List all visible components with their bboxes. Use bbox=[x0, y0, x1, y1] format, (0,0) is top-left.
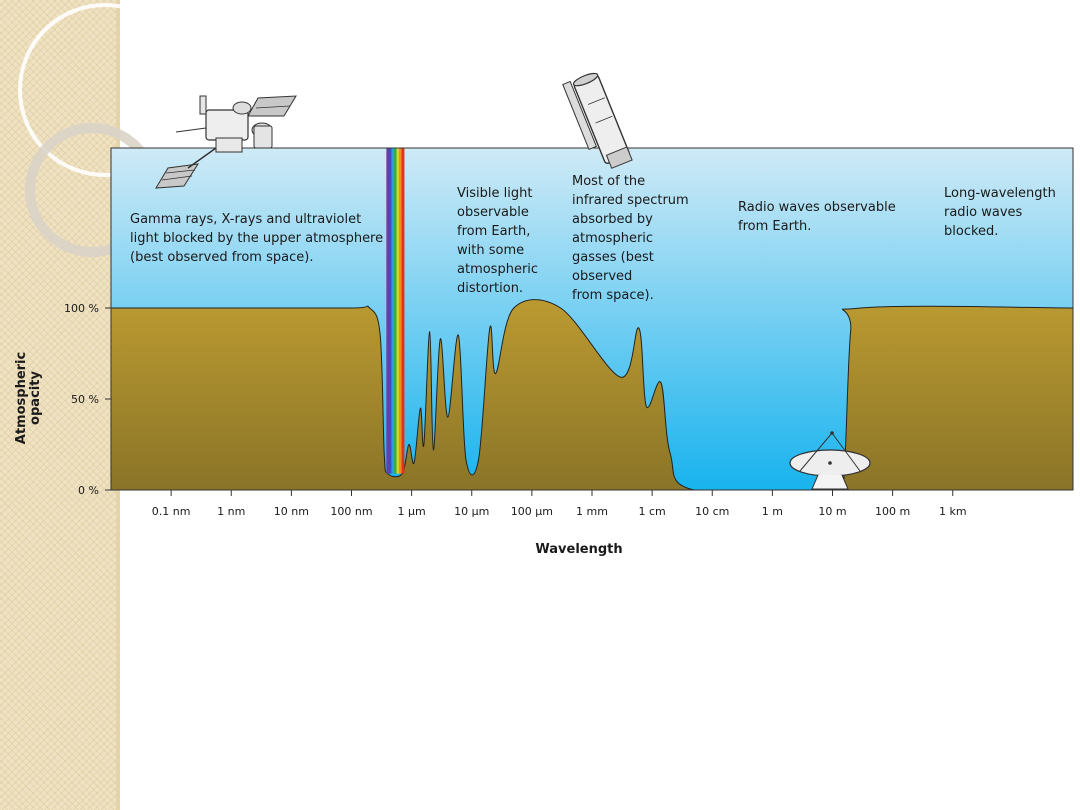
x-tick-label: 1 km bbox=[939, 505, 967, 518]
annotation-line: from Earth. bbox=[738, 219, 811, 234]
space-telescope-icon bbox=[562, 72, 633, 169]
visible-band-stripe bbox=[399, 148, 402, 474]
visible-band-stripe bbox=[386, 148, 390, 474]
visible-band-stripe bbox=[391, 148, 395, 474]
x-tick-label: 0.1 nm bbox=[152, 505, 191, 518]
x-tick-label: 100 nm bbox=[330, 505, 372, 518]
x-tick-label: 10 cm bbox=[695, 505, 729, 518]
annotation-text: Long-wavelength radio waves blocked. bbox=[944, 186, 1056, 239]
x-tick-label: 10 µm bbox=[454, 505, 489, 518]
annotation-line: observed bbox=[572, 269, 632, 284]
icons-group bbox=[155, 72, 871, 490]
visible-band-stripe bbox=[393, 148, 397, 474]
annotation-text: Most of the infrared spectrum absorbed by a… bbox=[572, 174, 689, 303]
annotation-line: radio waves bbox=[944, 205, 1023, 220]
x-tick-label: 1 µm bbox=[398, 505, 426, 518]
y-tick-label: 0 % bbox=[78, 484, 99, 497]
annotation-line: with some bbox=[457, 243, 524, 258]
y-axis-label-line: opacity bbox=[28, 371, 43, 425]
x-tick-label: 10 m bbox=[818, 505, 846, 518]
opacity-area bbox=[111, 299, 1073, 490]
y-axis-label-line: Atmospheric bbox=[14, 352, 29, 444]
annotation-line: light blocked by the upper atmosphere bbox=[130, 231, 383, 246]
annotation-line: Visible light bbox=[457, 186, 532, 201]
axes-group bbox=[105, 307, 954, 496]
x-tick-label: 100 µm bbox=[511, 505, 553, 518]
annotation-line: observable bbox=[457, 205, 529, 220]
annotation-line: distortion. bbox=[457, 281, 523, 296]
visible-band-stripe bbox=[396, 148, 400, 474]
annotation-line: infrared spectrum bbox=[572, 193, 689, 208]
annotation-line: Long-wavelength bbox=[944, 186, 1056, 201]
annotation-line: atmospheric bbox=[572, 231, 653, 246]
opacity-curve bbox=[111, 299, 1073, 490]
annotation-text: Gamma rays, X-rays and ultraviolet light … bbox=[130, 212, 383, 265]
annotation-line: Radio waves observable bbox=[738, 200, 896, 215]
radio-dish-icon bbox=[789, 431, 871, 490]
x-tick-label: 1 nm bbox=[217, 505, 245, 518]
visible-band-stripe bbox=[401, 148, 405, 474]
x-tick-label: 100 m bbox=[875, 505, 910, 518]
annotation-line: from space). bbox=[572, 288, 654, 303]
deco-circle-top bbox=[18, 3, 192, 177]
x-tick-label: 1 cm bbox=[638, 505, 665, 518]
annotation-line: (best observed from space). bbox=[130, 250, 313, 265]
x-tick-label: 1 m bbox=[762, 505, 783, 518]
annotation-line: blocked. bbox=[944, 224, 998, 239]
x-tick-label: 1 mm bbox=[576, 505, 608, 518]
annotation-line: Gamma rays, X-rays and ultraviolet bbox=[130, 212, 361, 227]
y-tick-label: 50 % bbox=[71, 393, 99, 406]
annotation-line: atmospheric bbox=[457, 262, 538, 277]
marks-group bbox=[111, 148, 1073, 490]
x-tick-label: 10 nm bbox=[274, 505, 309, 518]
annotation-text: Radio waves observable from Earth. bbox=[738, 200, 896, 234]
y-axis-label: Atmosphericopacity bbox=[14, 352, 43, 444]
satellite-icon bbox=[155, 95, 297, 189]
annotation-line: from Earth, bbox=[457, 224, 530, 239]
annotation-text: Visible light observable from Earth, with s… bbox=[457, 186, 538, 296]
visible-band-stripe bbox=[388, 148, 392, 474]
annotation-line: Most of the bbox=[572, 174, 645, 189]
text-group: 0 % 50 % 100 % 0.1 nm 1 nm 10 nm 100 nm 1 µm 10 … bbox=[14, 174, 1056, 557]
annotation-line: absorbed by bbox=[572, 212, 653, 227]
annotation-line: gasses (best bbox=[572, 250, 654, 265]
y-tick-label: 100 % bbox=[64, 302, 99, 315]
x-axis-label: Wavelength bbox=[535, 542, 622, 557]
